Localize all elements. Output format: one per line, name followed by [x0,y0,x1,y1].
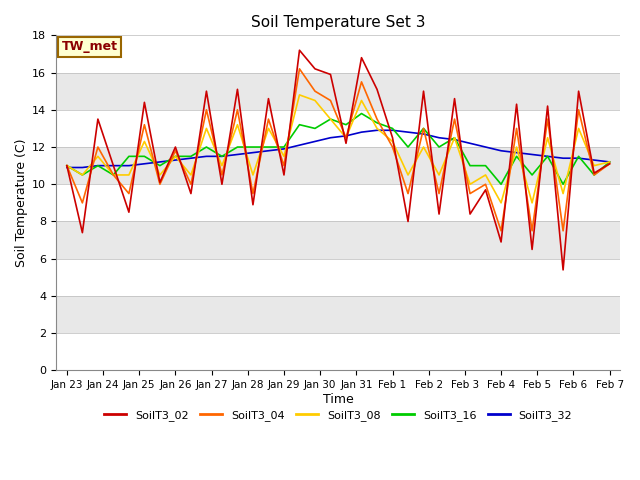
Y-axis label: Soil Temperature (C): Soil Temperature (C) [15,139,28,267]
Text: TW_met: TW_met [61,40,118,53]
Title: Soil Temperature Set 3: Soil Temperature Set 3 [251,15,426,30]
X-axis label: Time: Time [323,393,354,406]
Legend: SoilT3_02, SoilT3_04, SoilT3_08, SoilT3_16, SoilT3_32: SoilT3_02, SoilT3_04, SoilT3_08, SoilT3_… [100,406,577,425]
Bar [56,296,620,333]
Bar [56,184,620,221]
Bar [56,110,620,147]
Bar [56,72,620,110]
Bar [56,147,620,184]
Bar [56,333,620,371]
Bar [56,259,620,296]
Bar [56,221,620,259]
Bar [56,36,620,72]
